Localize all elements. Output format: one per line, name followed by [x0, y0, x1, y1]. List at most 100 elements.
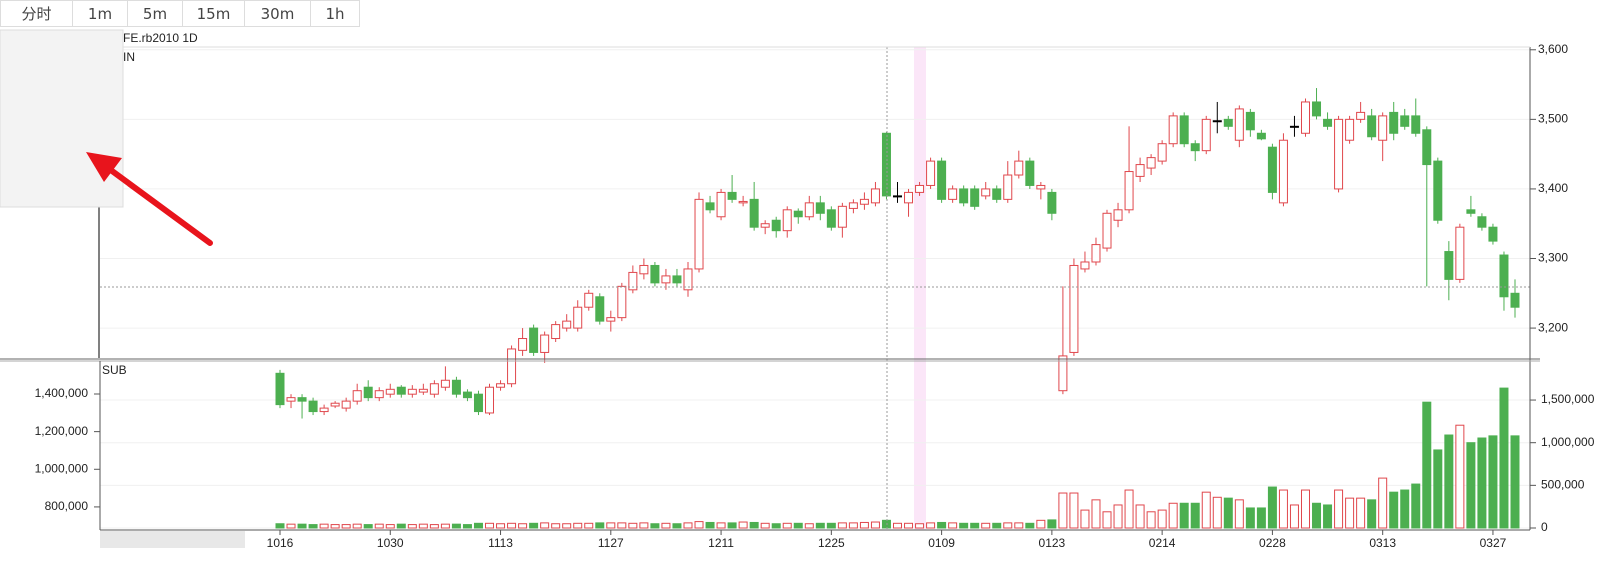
volume-bar — [650, 523, 660, 529]
volume-bar — [904, 522, 914, 529]
candle-body — [518, 338, 528, 351]
volume-bar — [793, 522, 803, 529]
candle-body — [1466, 209, 1476, 214]
arrow-head — [86, 152, 122, 182]
volume-bar — [1234, 499, 1244, 529]
volume-bar — [804, 523, 814, 529]
candle-body — [341, 400, 351, 409]
volume-bar — [716, 522, 726, 529]
candle-body — [407, 388, 417, 395]
volume-bar — [959, 522, 969, 529]
volume-bar — [771, 523, 781, 529]
sub-left-tick-label: 800,000 — [45, 499, 89, 513]
candle-body — [970, 188, 980, 207]
candle-body — [1058, 355, 1068, 392]
candle-body — [396, 386, 406, 395]
candle-body — [793, 210, 803, 218]
x-tick-label: 0123 — [1039, 536, 1066, 550]
candle-body — [650, 264, 660, 284]
timeframe-button[interactable]: 15m — [183, 0, 245, 27]
candle-body — [738, 200, 748, 204]
y2-tick-label: 1,500,000 — [1541, 392, 1595, 406]
x-tick-label: 1225 — [818, 536, 845, 550]
volume-bar — [1278, 489, 1288, 529]
x-tick-label: 0327 — [1480, 536, 1507, 550]
volume-bar — [595, 522, 605, 529]
candle-body — [1256, 132, 1266, 140]
volume-bar — [418, 523, 428, 529]
candle-body — [1124, 171, 1134, 211]
volume-bar — [981, 522, 991, 529]
scrollbar[interactable] — [100, 531, 245, 548]
volume-bar — [330, 524, 340, 529]
candle-body — [562, 320, 572, 329]
x-tick-label: 0313 — [1369, 536, 1396, 550]
candle-body — [1400, 115, 1410, 127]
main-label: IN — [123, 50, 135, 64]
candle-body — [870, 188, 880, 204]
x-tick-label: 1113 — [488, 536, 513, 550]
candle-body — [1190, 143, 1200, 152]
x-tick-label: 1030 — [377, 536, 404, 550]
volume-bar — [970, 522, 980, 529]
volume-bar — [727, 522, 737, 529]
candle-body — [1003, 174, 1013, 200]
candle-body — [904, 191, 914, 204]
candle-body — [1356, 111, 1366, 120]
candle-body — [540, 334, 550, 353]
candle-body — [385, 388, 395, 395]
volume-bar — [462, 524, 472, 529]
candle-body — [308, 400, 318, 413]
candle-body — [275, 372, 285, 406]
volume-bar — [661, 522, 671, 529]
arrow-shaft — [105, 165, 213, 246]
volume-bar — [749, 521, 759, 529]
candle-body — [1157, 143, 1167, 162]
volume-bar — [540, 522, 550, 529]
sub-left-tick-label: 1,200,000 — [35, 424, 89, 438]
candle-body — [1047, 191, 1057, 214]
sub-label: SUB — [102, 363, 127, 377]
timeframe-button[interactable]: 1m — [73, 0, 128, 27]
candle-body — [1323, 118, 1333, 127]
volume-bar — [584, 522, 594, 529]
volume-bar — [1014, 522, 1024, 529]
volume-bar — [518, 523, 528, 529]
candle-body — [837, 205, 847, 228]
candle-body — [1168, 115, 1178, 145]
candle-body — [462, 391, 472, 399]
volume-bar — [429, 524, 439, 529]
candle-body — [1102, 212, 1112, 249]
volume-bar — [1334, 489, 1344, 529]
highlight-band — [914, 47, 926, 530]
candle-body — [771, 219, 781, 232]
volume-bar — [848, 522, 858, 529]
candle-body — [418, 388, 428, 393]
volume-bar — [1356, 497, 1366, 529]
chart-title: FE.rb2010 1D — [123, 31, 198, 45]
candle-body — [1223, 118, 1233, 127]
candle-body — [352, 390, 362, 402]
candle-body — [1289, 125, 1299, 128]
volume-bar — [1168, 502, 1178, 529]
volume-bar — [308, 524, 318, 529]
volume-bar — [1499, 387, 1509, 529]
timeframe-button[interactable]: 5m — [128, 0, 183, 27]
sub-left-tick-label: 1,400,000 — [35, 386, 89, 400]
volume-bar — [948, 522, 958, 529]
candle-body — [804, 202, 814, 218]
timeframe-button[interactable]: 1h — [311, 0, 360, 27]
volume-bar — [639, 522, 649, 529]
candle-body — [1389, 111, 1399, 134]
x-tick-label: 1127 — [598, 536, 624, 550]
volume-bar — [1212, 496, 1222, 529]
candle-body — [1212, 120, 1222, 123]
volume-bar — [1510, 435, 1520, 529]
candle-body — [1179, 115, 1189, 145]
volume-bar — [1256, 507, 1266, 529]
volume-bar — [617, 522, 627, 529]
candle-body — [926, 160, 936, 186]
y2-tick-label: 500,000 — [1541, 478, 1585, 492]
timeframe-button[interactable]: 分时 — [0, 0, 73, 27]
timeframe-button[interactable]: 30m — [245, 0, 311, 27]
